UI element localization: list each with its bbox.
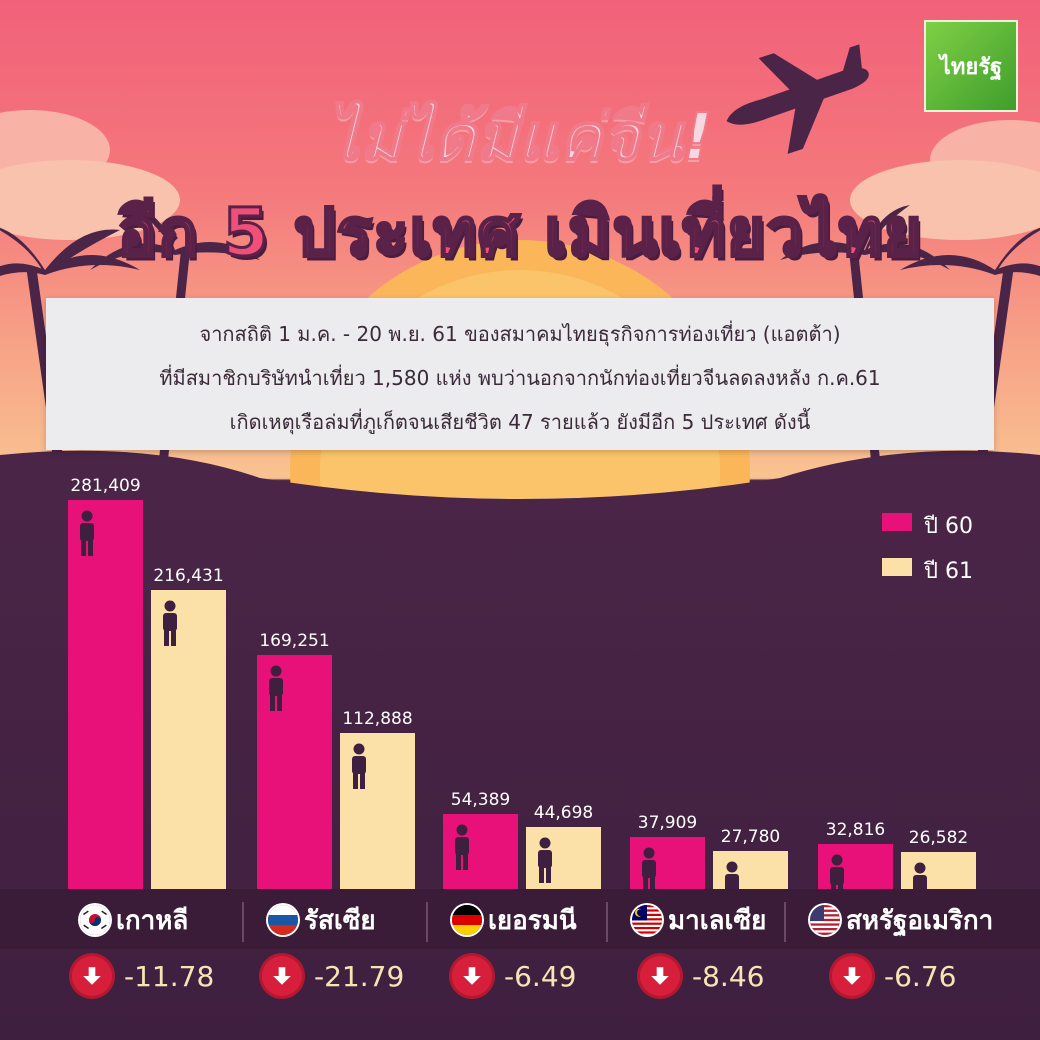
value-label: 44,698 [533,803,594,824]
down-arrow-icon [640,956,680,996]
person-icon [76,510,98,556]
change-item: -6.76 [832,954,956,998]
country-label: รัสเซีย [268,898,376,942]
change-item: -6.49 [452,954,576,998]
airplane-icon [726,44,869,154]
change-value: -21.79 [314,959,405,993]
brand-label: ไทยรัฐ [939,53,1003,80]
change-item: -11.78 [72,954,214,998]
germany-flag-icon [452,905,482,935]
legend-label-year61: ปี 61 [924,559,973,584]
value-label: 26,582 [908,828,969,849]
headline-line-1: ไม่ได้มีแค่จีน! [327,100,714,176]
divider [784,902,786,942]
value-label: 169,251 [259,631,330,652]
thairath-logo: ไทยรัฐ [924,20,1018,112]
country-name: รัสเซีย [304,905,376,936]
value-label: 281,409 [70,476,141,496]
south-korea-flag-icon [80,905,110,935]
info-line: จากสถิติ 1 ม.ค. - 20 พ.ย. 61 ของสมาคมไทย… [199,322,841,346]
bar-year61-0 [151,589,226,889]
change-item: -8.46 [640,954,764,998]
legend-swatch-year61 [882,558,912,576]
country-label: มาเลเซีย [632,898,766,942]
country-name: มาเลเซีย [668,905,767,936]
country-name: สหรัฐอเมริกา [846,905,994,936]
country-label: เยอรมนี [452,898,577,942]
divider [426,902,428,942]
info-line: เกิดเหตุเรือล่มที่ภูเก็ตจนเสียชีวิต 47 ร… [229,410,811,434]
value-label: 112,888 [342,708,413,729]
change-value: -11.78 [124,959,215,993]
down-arrow-icon [262,956,302,996]
person-icon [451,824,473,870]
country-name: เกาหลี [116,905,189,936]
value-label: 37,909 [637,812,698,833]
russia-flag-icon [268,905,298,935]
value-label: 216,431 [153,565,224,586]
island-hill [0,450,1040,520]
person-icon [159,600,181,646]
down-arrow-icon [72,956,112,996]
info-box: จากสถิติ 1 ม.ค. - 20 พ.ย. 61 ของสมาคมไทย… [46,298,994,450]
person-icon [534,837,556,884]
country-name: เยอรมนี [488,905,577,936]
legend-label-year60: ปี 60 [924,514,973,539]
country-label: เกาหลี [80,898,188,942]
change-item: -21.79 [262,954,404,998]
country-row [0,889,1040,949]
down-arrow-icon [832,956,872,996]
value-label: 54,389 [450,789,511,810]
headline-line-2: อีก 5 ประเทศ เมินเที่ยวไทย [116,193,924,273]
divider [606,902,608,942]
person-icon [265,665,287,712]
malaysia-flag-icon [632,905,662,935]
person-icon [638,847,660,893]
usa-flag-icon [810,905,840,935]
bar-year60-0 [68,500,143,889]
value-label: 32,816 [825,819,886,840]
change-value: -8.46 [692,959,765,993]
value-label: 27,780 [720,826,781,847]
change-value: -6.76 [884,959,957,993]
person-icon [348,743,370,789]
change-value: -6.49 [504,959,577,993]
legend-swatch-year60 [882,513,912,531]
down-arrow-icon [452,956,492,996]
info-line: ที่มีสมาชิกบริษัทนำเที่ยว 1,580 แห่ง พบว… [159,366,881,390]
divider [242,902,244,942]
country-label: สหรัฐอเมริกา [810,898,993,942]
